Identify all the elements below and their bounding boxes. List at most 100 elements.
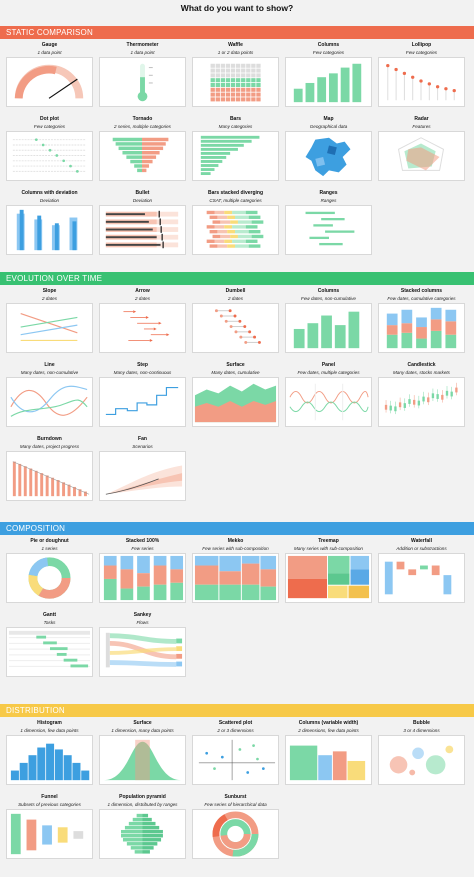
chart-card-step[interactable]: Step Many dates, non-continuous [99,362,186,427]
chart-title: Gauge [41,42,58,48]
chart-card-waterfall[interactable]: Waterfall Addition or substractions [378,538,465,603]
ranges-thumbnail-icon [285,205,372,255]
chart-card-histogram[interactable]: Histogram 1 dimension, few data points [6,720,93,785]
chart-subtitle: Many categories [218,124,253,129]
chart-subtitle: Scenarios [132,444,153,449]
chart-card-sankey[interactable]: Sankey Flows [99,612,186,677]
chart-title: Candlestick [407,362,436,368]
chart-title: Sunburst [224,794,247,800]
chart-subtitle: Many dates, cumulative [211,370,260,375]
gantt-thumbnail-icon [6,627,93,677]
chart-card-panel[interactable]: Panel Few dates, multiple categories [285,362,372,427]
chart-card-funnel[interactable]: Funnel Subsets of previous categories [6,794,93,859]
chart-grid-static: Gauge 1 data point Thermometer 1 data point… [6,42,465,255]
chart-title: Columns [317,288,340,294]
chart-card-stackedcols[interactable]: Stacked columns Few dates, cumulative cat… [378,288,465,353]
chart-subtitle: 2 dates [134,296,151,301]
chart-card-thermometer[interactable]: Thermometer 1 data point [99,42,186,107]
chart-card-ranges[interactable]: Ranges Ranges [285,190,372,255]
chart-card-pie[interactable]: Pie or doughnut 1 series [6,538,93,603]
waterfall-thumbnail-icon [378,553,465,603]
pyramid-thumbnail-icon [99,809,186,859]
chart-card-line[interactable]: Line Many dates, non-cumulative [6,362,93,427]
chart-card-gantt[interactable]: Gantt Tasks [6,612,93,677]
chart-title: Bars [229,116,242,122]
chart-subtitle: 3 or 4 dimensions [403,728,440,733]
funnel-thumbnail-icon [6,809,93,859]
chart-subtitle: Few series [131,546,154,551]
chart-card-coldev[interactable]: Columns with deviation Deviation [6,190,93,255]
chart-card-bars[interactable]: Bars Many categories [192,116,279,181]
chart-card-varwidth[interactable]: Columns (variable width) 2 dimensions, fe… [285,720,372,785]
chart-card-waffle[interactable]: Waffle 1 or 2 data points [192,42,279,107]
chart-card-tornado[interactable]: Tornado 2 series, multiple categories [99,116,186,181]
chart-card-stacked100[interactable]: Stacked 100% Few series [99,538,186,603]
chart-subtitle: 1 dimension, few data points [20,728,79,733]
chart-card-slope[interactable]: Slope 2 dates [6,288,93,353]
chart-card-columns[interactable]: Columns Few categories [285,42,372,107]
chart-subtitle: Flows [136,620,149,625]
chart-title: Columns (variable width) [298,720,359,726]
columns2-thumbnail-icon [285,303,372,353]
chart-title: Thermometer [126,42,159,48]
chart-card-pyramid[interactable]: Population pyramid 1 dimension, distribut… [99,794,186,859]
chart-card-scatter[interactable]: Scattered plot 2 or 3 dimensions [192,720,279,785]
chart-subtitle: 2 series, multiple categories [114,124,171,129]
chart-card-burndown[interactable]: Burndown Many dates, project progress [6,436,93,501]
mekko-thumbnail-icon [192,553,279,603]
chart-subtitle: Few categories [33,124,66,129]
chart-card-mekko[interactable]: Mekko Few series with sub-composition [192,538,279,603]
chart-title: Burndown [37,436,62,442]
chart-card-sunburst[interactable]: Sunburst Few series of hierarchical data [192,794,279,859]
chart-card-fan[interactable]: Fan Scenarios [99,436,186,501]
chart-subtitle: Many dates, project progress [19,444,80,449]
chart-title: Stacked 100% [125,538,160,544]
chart-title: Mekko [227,538,244,544]
chart-title: Pie or doughnut [30,538,69,544]
chart-title: Surface [133,720,152,726]
chart-subtitle: Few series of hierarchical data [204,802,267,807]
stacked100-thumbnail-icon [99,553,186,603]
chart-title: Fan [138,436,147,442]
chart-card-radar[interactable]: Radar Features [378,116,465,181]
chart-card-bubble[interactable]: Bubble 3 or 4 dimensions [378,720,465,785]
chart-title: Gantt [42,612,57,618]
surface-thumbnail-icon [192,377,279,427]
chart-subtitle: CSAT, multiple categories [209,198,262,203]
chart-card-surface[interactable]: Surface Many dates, cumulative [192,362,279,427]
chart-card-bell[interactable]: Surface 1 dimension, many data points [99,720,186,785]
burndown-thumbnail-icon [6,451,93,501]
chart-title: Columns with deviation [21,190,78,196]
chart-subtitle: 2 dimensions, few data points [298,728,359,733]
step-thumbnail-icon [99,377,186,427]
chart-title: Waffle [228,42,243,48]
chart-card-bullet[interactable]: Bullet Deviation [99,190,186,255]
chart-card-lollipop[interactable]: Lollipop Few categories [378,42,465,107]
chart-card-columns2[interactable]: Columns Few dates, non-cumulative [285,288,372,353]
chart-card-arrow[interactable]: Arrow 2 dates [99,288,186,353]
chart-subtitle: 2 dates [227,296,244,301]
chart-card-treemap[interactable]: Treemap Many series with sub-composition [285,538,372,603]
chart-grid-evolution: Slope 2 dates Arrow 2 dates Dumbell 2 dates Co… [6,288,465,501]
line-thumbnail-icon [6,377,93,427]
lollipop-thumbnail-icon [378,57,465,107]
chart-card-map[interactable]: Map Geographical data [285,116,372,181]
chart-subtitle: Tasks [43,620,56,625]
chart-title: Waterfall [411,538,432,544]
chart-card-dotplot[interactable]: Dot plot Few categories [6,116,93,181]
section-header-composition: COMPOSITION [0,522,474,535]
chart-card-diverging[interactable]: Bars stacked diverging CSAT, multiple cat… [192,190,279,255]
chart-subtitle: 1 dimension, many data points [111,728,174,733]
bullet-thumbnail-icon [99,205,186,255]
chart-card-candle[interactable]: Candlestick Many dates, stocks markets [378,362,465,427]
chart-subtitle: Few dates, cumulative categories [387,296,456,301]
slope-thumbnail-icon [6,303,93,353]
chart-subtitle: 1 data point [130,50,155,55]
chart-card-dumbell[interactable]: Dumbell 2 dates [192,288,279,353]
varwidth-thumbnail-icon [285,735,372,785]
chart-subtitle: 1 series [41,546,58,551]
chart-subtitle: Addition or substractions [396,546,447,551]
chart-title: Lollipop [411,42,432,48]
dotplot-thumbnail-icon [6,131,93,181]
chart-card-gauge[interactable]: Gauge 1 data point [6,42,93,107]
